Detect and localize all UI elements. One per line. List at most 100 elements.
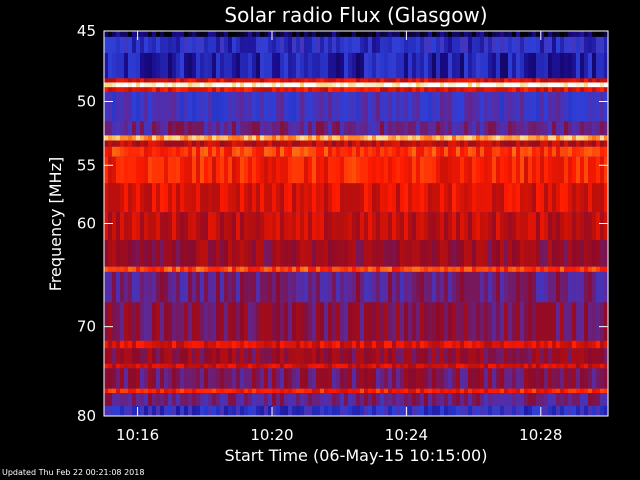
- heatmap-cell: [572, 240, 577, 267]
- heatmap-band: [104, 156, 609, 184]
- heatmap-cell: [176, 121, 181, 136]
- heatmap-cell: [204, 121, 209, 136]
- heatmap-cell: [560, 212, 565, 241]
- heatmap-cell: [352, 156, 357, 184]
- heatmap-cell: [604, 266, 609, 272]
- heatmap-cell: [300, 393, 305, 406]
- heatmap-cell: [488, 388, 493, 394]
- heatmap-cell: [260, 348, 265, 364]
- heatmap-cell: [264, 140, 269, 147]
- heatmap-cell: [132, 302, 137, 341]
- heatmap-cell: [488, 156, 493, 184]
- heatmap-band: [104, 52, 609, 79]
- heatmap-cell: [452, 363, 457, 369]
- heatmap-cell: [104, 156, 109, 184]
- heatmap-cell: [572, 393, 577, 406]
- heatmap-cell: [576, 146, 581, 157]
- heatmap-cell: [180, 212, 185, 241]
- heatmap-cell: [260, 87, 265, 93]
- heatmap-cell: [132, 156, 137, 184]
- heatmap-cell: [568, 183, 573, 213]
- heatmap-band: [104, 87, 609, 93]
- heatmap-cell: [460, 140, 465, 147]
- heatmap-cell: [380, 266, 385, 272]
- heatmap-cell: [272, 87, 277, 93]
- heatmap-cell: [288, 340, 293, 349]
- heatmap-cell: [212, 393, 217, 406]
- heatmap-cell: [560, 36, 565, 53]
- heatmap-cell: [340, 393, 345, 406]
- heatmap-cell: [508, 363, 513, 369]
- heatmap-cell: [576, 240, 581, 267]
- heatmap-cell: [472, 92, 477, 122]
- heatmap-cell: [540, 87, 545, 93]
- heatmap-cell: [280, 146, 285, 157]
- heatmap-cell: [156, 271, 161, 303]
- heatmap-cell: [472, 140, 477, 147]
- heatmap-cell: [156, 135, 161, 141]
- heatmap-cell: [528, 368, 533, 389]
- heatmap-cell: [296, 266, 301, 272]
- heatmap-cell: [136, 340, 141, 349]
- heatmap-cell: [260, 240, 265, 267]
- heatmap-cell: [188, 266, 193, 272]
- heatmap-cell: [456, 78, 461, 83]
- heatmap-cell: [372, 340, 377, 349]
- heatmap-cell: [292, 363, 297, 369]
- heatmap-cell: [320, 212, 325, 241]
- heatmap-cell: [104, 82, 109, 88]
- heatmap-cell: [216, 368, 221, 389]
- heatmap-cell: [560, 135, 565, 141]
- heatmap-cell: [452, 36, 457, 53]
- heatmap-cell: [240, 340, 245, 349]
- heatmap-cell: [600, 87, 605, 93]
- heatmap-cell: [232, 156, 237, 184]
- heatmap-cell: [236, 36, 241, 53]
- heatmap-cell: [220, 36, 225, 53]
- heatmap-cell: [556, 135, 561, 141]
- heatmap-cell: [104, 388, 109, 394]
- heatmap-cell: [324, 405, 329, 416]
- heatmap-cell: [560, 240, 565, 267]
- heatmap-cell: [572, 405, 577, 416]
- heatmap-cell: [320, 348, 325, 364]
- heatmap-cell: [524, 36, 529, 53]
- heatmap-cell: [468, 393, 473, 406]
- heatmap-cell: [408, 271, 413, 303]
- heatmap-cell: [584, 393, 589, 406]
- heatmap-cell: [412, 302, 417, 341]
- heatmap-cell: [396, 156, 401, 184]
- heatmap-cell: [124, 212, 129, 241]
- heatmap-cell: [272, 340, 277, 349]
- heatmap-cell: [412, 146, 417, 157]
- heatmap-cell: [372, 348, 377, 364]
- heatmap-cell: [332, 82, 337, 88]
- heatmap-cell: [504, 212, 509, 241]
- heatmap-cell: [104, 393, 109, 406]
- heatmap-cell: [508, 405, 513, 416]
- heatmap-cell: [152, 388, 157, 394]
- heatmap-cell: [528, 135, 533, 141]
- heatmap-cell: [452, 121, 457, 136]
- heatmap-cell: [528, 393, 533, 406]
- heatmap-cell: [196, 212, 201, 241]
- heatmap-cell: [324, 156, 329, 184]
- heatmap-cell: [264, 348, 269, 364]
- heatmap-cell: [380, 78, 385, 83]
- heatmap-cell: [520, 31, 525, 37]
- heatmap-cell: [520, 363, 525, 369]
- heatmap-cell: [396, 271, 401, 303]
- heatmap-cell: [496, 302, 501, 341]
- heatmap-cell: [492, 393, 497, 406]
- heatmap-cell: [504, 240, 509, 267]
- heatmap-cell: [560, 302, 565, 341]
- heatmap-cell: [260, 82, 265, 88]
- heatmap-cell: [188, 340, 193, 349]
- heatmap-cell: [124, 156, 129, 184]
- heatmap-cell: [552, 340, 557, 349]
- heatmap-cell: [484, 135, 489, 141]
- heatmap-cell: [480, 92, 485, 122]
- heatmap-cell: [108, 87, 113, 93]
- heatmap-cell: [152, 121, 157, 136]
- heatmap-cell: [168, 146, 173, 157]
